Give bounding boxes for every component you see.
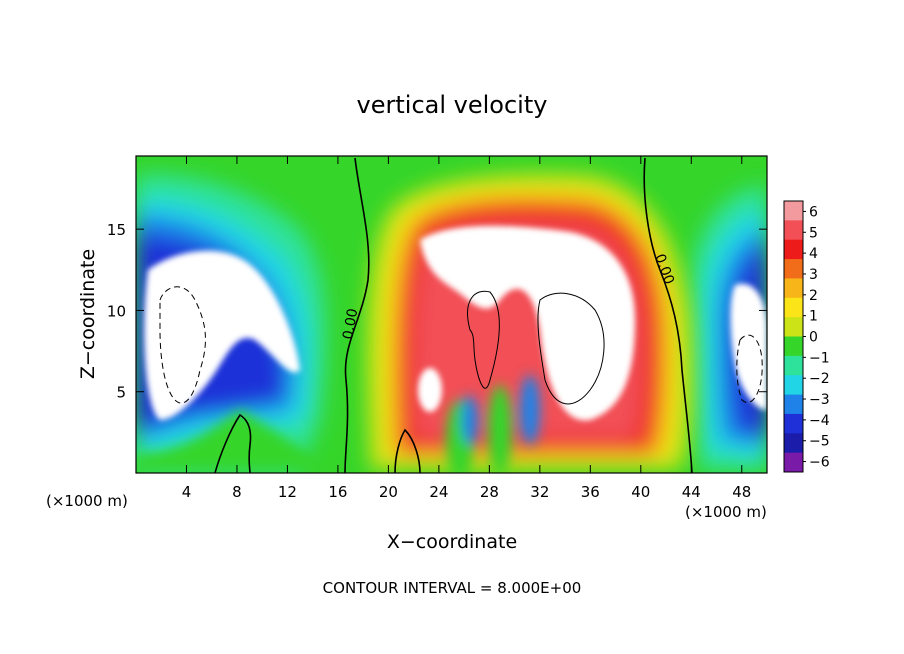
x-tick-label: 28	[480, 483, 499, 501]
colorbar-label: −1	[809, 350, 830, 366]
colorbar-label: 0	[809, 330, 818, 346]
x-tick-label: 48	[732, 483, 751, 501]
y-tick-label: 10	[107, 302, 126, 320]
colorbar-label: 5	[809, 225, 818, 241]
contour-label: 0.00	[340, 307, 361, 340]
colorbar-swatch	[784, 220, 803, 241]
chart-title: vertical velocity	[357, 91, 548, 119]
colorbar-label: 3	[809, 267, 818, 283]
x-tick-label: 44	[682, 483, 701, 501]
colorbar-swatch	[784, 317, 803, 337]
colorbar-label: 6	[809, 204, 818, 220]
x-tick-label: 8	[232, 483, 242, 501]
y-axis: 5 10 15	[107, 221, 767, 402]
colorbar-label: −5	[809, 434, 830, 450]
colorbar-swatch	[784, 259, 803, 279]
colorbar-swatch	[784, 375, 803, 396]
x-tick-label: 12	[278, 483, 297, 501]
colorbar-label: 1	[809, 309, 818, 325]
y-tick-label: 5	[116, 384, 126, 402]
x-tick-label: 20	[379, 483, 398, 501]
x-tick-label: 40	[631, 483, 650, 501]
contour-interval: CONTOUR INTERVAL = 8.000E+00	[323, 579, 582, 597]
colorbar-label: −2	[809, 371, 830, 387]
colorbar-swatch	[784, 278, 803, 299]
x-tick-label: 32	[530, 483, 549, 501]
y-axis-label: Z−coordinate	[77, 249, 99, 379]
x-unit-left: (×1000 m)	[46, 492, 128, 510]
colorbar-swatch	[784, 201, 803, 221]
x-tick-label: 36	[581, 483, 600, 501]
x-tick-label: 4	[182, 483, 192, 501]
x-unit-right: (×1000 m)	[685, 503, 767, 521]
colorbar-swatch	[784, 355, 803, 376]
x-axis-label: X−coordinate	[387, 531, 517, 553]
colorbar-label: −6	[809, 455, 830, 471]
colorbar-label: 4	[809, 246, 818, 262]
y-tick-label: 15	[107, 221, 126, 239]
velocity-field	[136, 156, 767, 473]
colorbar-swatch	[784, 297, 803, 318]
colorbar-label: −3	[809, 392, 830, 408]
x-tick-label: 16	[328, 483, 347, 501]
colorbar: 6 5 4 3 2 1 0 −1 −2 −3 −4 −5 −6	[783, 200, 830, 473]
colorbar-swatch	[784, 433, 803, 454]
colorbar-swatch	[784, 394, 803, 415]
colorbar-label: 2	[809, 288, 818, 304]
contour-lines	[214, 157, 693, 473]
colorbar-swatch	[784, 336, 803, 357]
colorbar-swatch	[784, 452, 803, 473]
colorbar-label: −4	[809, 413, 830, 429]
dashed-contours	[159, 286, 763, 404]
plot-frame	[135, 155, 768, 474]
x-tick-label: 24	[429, 483, 448, 501]
colorbar-swatch	[784, 239, 803, 260]
x-axis: 4 8 12 16 20 24 28 32 36 40 44 48	[182, 156, 751, 501]
colorbar-swatch	[784, 413, 803, 434]
